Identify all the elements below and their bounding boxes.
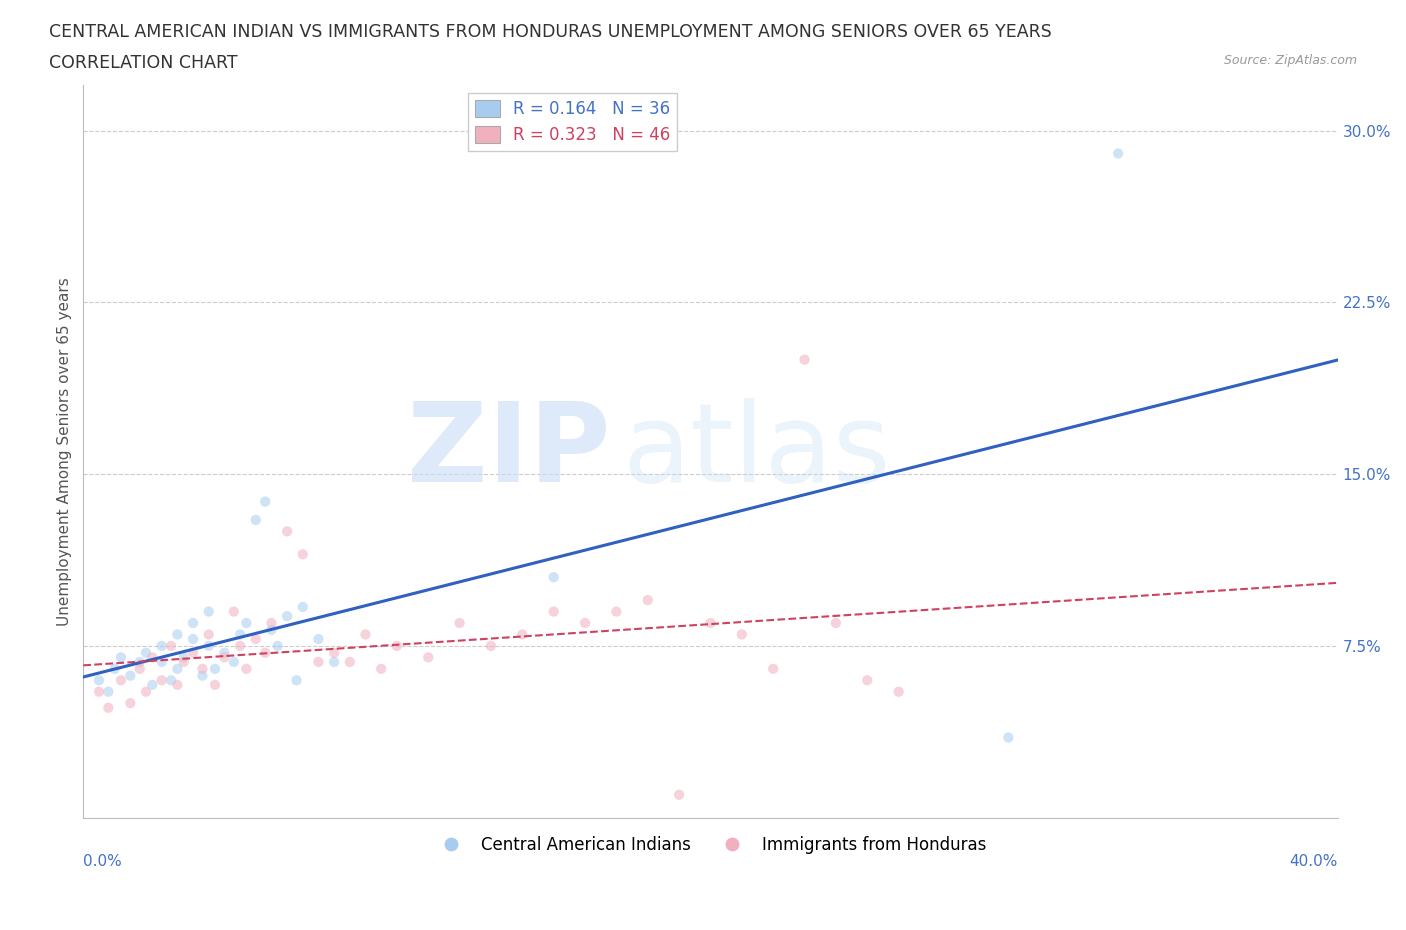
Point bbox=[308, 631, 330, 646]
Legend: Central American Indians, Immigrants from Honduras: Central American Indians, Immigrants fro… bbox=[427, 830, 994, 860]
Point bbox=[222, 604, 245, 619]
Point bbox=[173, 655, 195, 670]
Point bbox=[245, 631, 267, 646]
Point bbox=[510, 627, 533, 642]
Point bbox=[120, 669, 142, 684]
Point bbox=[160, 639, 183, 654]
Point bbox=[128, 655, 150, 670]
Point bbox=[699, 616, 721, 631]
Point bbox=[1107, 146, 1129, 161]
Point bbox=[166, 627, 188, 642]
Point bbox=[160, 672, 183, 687]
Point bbox=[479, 639, 502, 654]
Point bbox=[204, 661, 226, 676]
Point bbox=[97, 684, 120, 699]
Point bbox=[370, 661, 392, 676]
Point bbox=[887, 684, 910, 699]
Point bbox=[605, 604, 627, 619]
Point bbox=[150, 639, 173, 654]
Text: Source: ZipAtlas.com: Source: ZipAtlas.com bbox=[1223, 54, 1357, 67]
Point bbox=[204, 677, 226, 692]
Point bbox=[197, 639, 219, 654]
Point bbox=[141, 650, 163, 665]
Point bbox=[214, 650, 236, 665]
Text: 40.0%: 40.0% bbox=[1289, 855, 1337, 870]
Point bbox=[574, 616, 596, 631]
Point bbox=[235, 616, 257, 631]
Point bbox=[191, 661, 214, 676]
Point bbox=[104, 661, 127, 676]
Point bbox=[141, 677, 163, 692]
Point bbox=[323, 645, 346, 660]
Point bbox=[354, 627, 377, 642]
Point bbox=[166, 661, 188, 676]
Point bbox=[637, 592, 659, 607]
Point bbox=[543, 570, 565, 585]
Point bbox=[222, 655, 245, 670]
Point bbox=[87, 684, 110, 699]
Point bbox=[166, 677, 188, 692]
Point bbox=[291, 600, 314, 615]
Point bbox=[276, 524, 298, 538]
Point bbox=[235, 661, 257, 676]
Point bbox=[128, 661, 150, 676]
Point bbox=[97, 700, 120, 715]
Point bbox=[260, 616, 283, 631]
Point bbox=[110, 650, 132, 665]
Y-axis label: Unemployment Among Seniors over 65 years: Unemployment Among Seniors over 65 years bbox=[58, 277, 72, 626]
Point bbox=[150, 655, 173, 670]
Point bbox=[135, 645, 157, 660]
Point bbox=[254, 494, 277, 509]
Point bbox=[135, 684, 157, 699]
Point bbox=[229, 627, 252, 642]
Point bbox=[229, 639, 252, 654]
Text: CORRELATION CHART: CORRELATION CHART bbox=[49, 54, 238, 72]
Point bbox=[181, 616, 204, 631]
Point bbox=[997, 730, 1019, 745]
Text: 0.0%: 0.0% bbox=[83, 855, 122, 870]
Point bbox=[181, 645, 204, 660]
Point bbox=[825, 616, 848, 631]
Text: CENTRAL AMERICAN INDIAN VS IMMIGRANTS FROM HONDURAS UNEMPLOYMENT AMONG SENIORS O: CENTRAL AMERICAN INDIAN VS IMMIGRANTS FR… bbox=[49, 23, 1052, 41]
Point bbox=[308, 655, 330, 670]
Point bbox=[276, 609, 298, 624]
Point bbox=[543, 604, 565, 619]
Text: ZIP: ZIP bbox=[406, 398, 610, 505]
Point bbox=[731, 627, 754, 642]
Point bbox=[762, 661, 785, 676]
Point bbox=[323, 655, 346, 670]
Point bbox=[197, 604, 219, 619]
Point bbox=[856, 672, 879, 687]
Point bbox=[291, 547, 314, 562]
Point bbox=[339, 655, 361, 670]
Point bbox=[214, 645, 236, 660]
Point bbox=[260, 622, 283, 637]
Point bbox=[120, 696, 142, 711]
Point bbox=[285, 672, 308, 687]
Point bbox=[191, 669, 214, 684]
Point bbox=[181, 631, 204, 646]
Point bbox=[385, 639, 408, 654]
Point bbox=[418, 650, 440, 665]
Point bbox=[110, 672, 132, 687]
Point bbox=[87, 672, 110, 687]
Point bbox=[245, 512, 267, 527]
Point bbox=[197, 627, 219, 642]
Point bbox=[793, 352, 815, 367]
Point bbox=[267, 639, 290, 654]
Point bbox=[150, 672, 173, 687]
Point bbox=[254, 645, 277, 660]
Point bbox=[173, 650, 195, 665]
Text: atlas: atlas bbox=[623, 398, 891, 505]
Point bbox=[668, 788, 690, 803]
Point bbox=[449, 616, 471, 631]
